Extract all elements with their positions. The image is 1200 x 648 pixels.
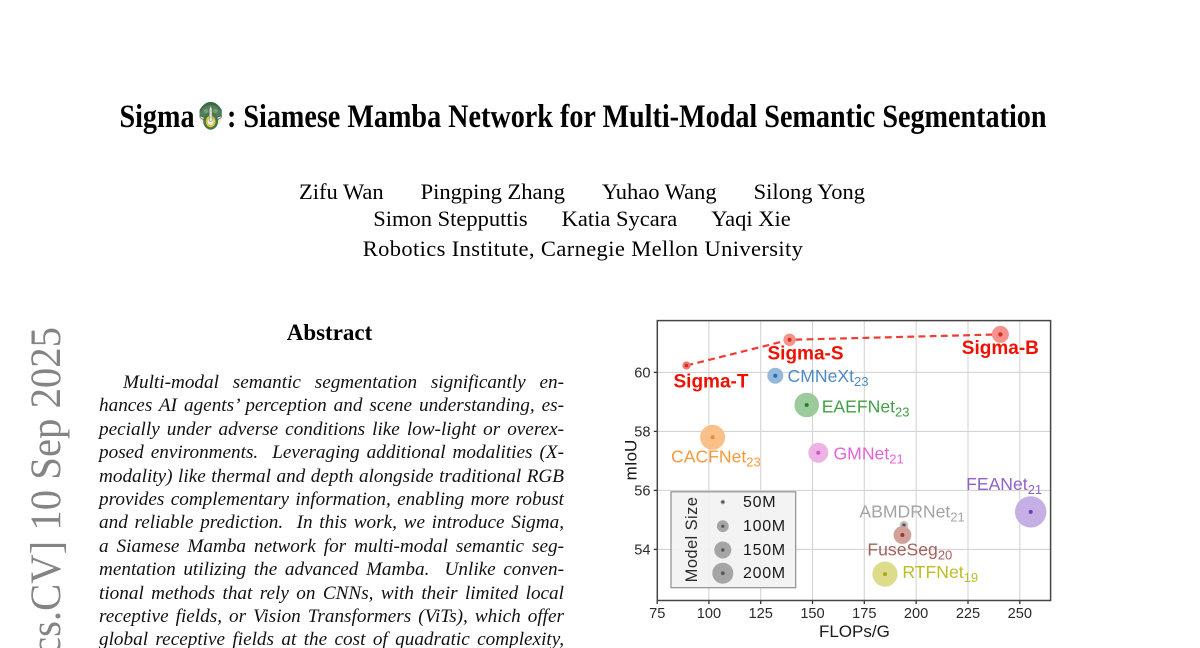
svg-text:mIoU: mIoU: [622, 440, 641, 481]
svg-text:CACFNet23: CACFNet23: [671, 447, 761, 470]
svg-text:54: 54: [634, 542, 650, 558]
svg-text:ABMDRNet21: ABMDRNet21: [859, 502, 964, 525]
svg-text:100: 100: [697, 606, 721, 622]
svg-text:Sigma-S: Sigma-S: [768, 344, 844, 365]
svg-text:CMNeXt23: CMNeXt23: [788, 366, 869, 389]
svg-text:56: 56: [634, 483, 650, 499]
svg-text:225: 225: [956, 606, 980, 622]
svg-text:58: 58: [634, 424, 650, 440]
svg-text:60: 60: [634, 365, 650, 381]
svg-text:RTFNet19: RTFNet19: [902, 562, 978, 585]
svg-text:75: 75: [649, 606, 665, 622]
svg-text:100M: 100M: [743, 518, 786, 535]
svg-text:200: 200: [904, 606, 928, 622]
svg-text:200M: 200M: [743, 565, 786, 582]
svg-text:150M: 150M: [743, 542, 786, 559]
svg-text:50M: 50M: [743, 494, 776, 511]
svg-text:Sigma-B: Sigma-B: [962, 338, 1039, 359]
svg-text:150: 150: [800, 606, 824, 622]
svg-text:FEANet21: FEANet21: [966, 474, 1042, 497]
svg-text:175: 175: [852, 606, 876, 622]
svg-text:GMNet21: GMNet21: [834, 444, 904, 467]
svg-text:FuseSeg20: FuseSeg20: [867, 539, 952, 562]
svg-text:Sigma-T: Sigma-T: [674, 372, 749, 393]
svg-text:FLOPs/G: FLOPs/G: [819, 622, 890, 641]
svg-text:EAEFNet23: EAEFNet23: [822, 397, 910, 420]
svg-text:250: 250: [1008, 606, 1032, 622]
svg-text:125: 125: [749, 606, 773, 622]
svg-text:Model Size: Model Size: [683, 497, 701, 583]
